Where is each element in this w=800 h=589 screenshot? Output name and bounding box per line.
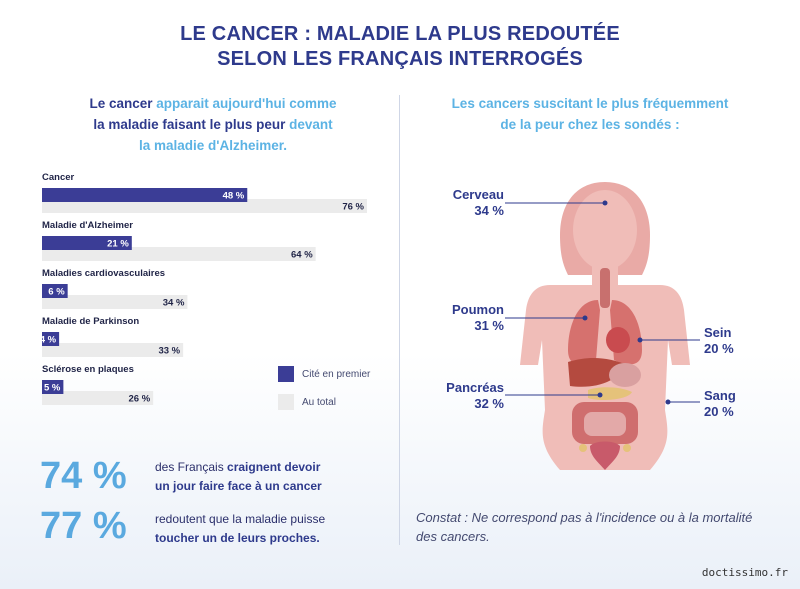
stat-74-text: des Français craignent devoir un jour fa… (155, 458, 395, 496)
legend-first-label: Cité en premier (302, 368, 371, 380)
trachea-shape (600, 268, 610, 308)
right-intro-line-1: Les cancers suscitant le plus fréquemmen… (451, 96, 729, 111)
title-line-1: LE CANCER : MALADIE LA PLUS REDOUTÉE (180, 23, 620, 45)
stat-77: 77 % (40, 505, 127, 547)
stat-74-text-a: des Français (155, 460, 228, 474)
category-label: Maladies cardiovasculaires (42, 268, 165, 279)
intro-part-1: Le cancer (89, 96, 157, 111)
category-label: Cancer (42, 172, 75, 183)
legend-first-swatch (278, 366, 294, 382)
value-label-total: 33 % (158, 346, 180, 357)
intro-part-2: apparait aujourd'hui comme (156, 96, 337, 111)
label-poumon-name: Poumon (452, 302, 504, 317)
value-label-total: 26 % (129, 394, 151, 405)
label-sang-name: Sang (704, 388, 736, 403)
label-sein-value: 20 % (704, 341, 734, 356)
intro-part-5: la maladie d'Alzheimer. (138, 138, 288, 153)
bar-total (42, 295, 188, 309)
bar-first (42, 188, 248, 202)
value-label-first: 5 % (44, 383, 61, 394)
bar-first (42, 332, 60, 346)
stat-77-text: redoutent que la maladie puisse toucher … (155, 510, 395, 548)
right-intro-line-2: de la peur chez les sondés : (500, 117, 680, 132)
label-poumon: Poumon 31 % (420, 302, 504, 334)
ovary-right (623, 444, 631, 452)
bar-total (42, 199, 367, 213)
label-cerveau-value: 34 % (474, 203, 504, 218)
bar-total (42, 247, 316, 261)
bar-chart: Cancer 48 % 76 % Maladie d'Alzheimer 21 % 64 … (40, 172, 367, 405)
value-label-total: 34 % (163, 298, 185, 309)
category-label: Sclérose en plaques (42, 364, 134, 375)
legend-total: Au total (278, 394, 336, 410)
constat-note: Constat : Ne correspond pas à l'incidenc… (416, 510, 753, 544)
label-sang-value: 20 % (704, 404, 734, 419)
column-divider (399, 95, 400, 545)
body-illustration (505, 182, 700, 470)
right-intro: Les cancers suscitant le plus fréquemmen… (420, 93, 760, 135)
legend-total-label: Au total (302, 396, 336, 408)
stat-77-text-c: toucher un de leurs proches. (155, 531, 320, 545)
small-intestine-shape (584, 412, 626, 436)
stat-77-text-a: redoutent que la maladie puisse (155, 512, 326, 526)
head-shape (573, 190, 637, 270)
stat-74-text-c: un jour faire face à un cancer (155, 479, 322, 493)
bar-total (42, 343, 184, 357)
category-label: Maladie d'Alzheimer (42, 220, 133, 231)
label-sein: Sein 20 % (704, 325, 784, 357)
label-poumon-value: 31 % (474, 318, 504, 333)
pancreas-dot (597, 392, 603, 398)
legend-total-swatch (278, 394, 294, 410)
page-title: LE CANCER : MALADIE LA PLUS REDOUTÉE SEL… (0, 22, 800, 72)
label-sein-name: Sein (704, 325, 732, 340)
legend-first: Cité en premier (278, 366, 370, 382)
value-label-first: 6 % (48, 287, 65, 298)
poumon-dot (582, 315, 588, 321)
sein-dot (637, 337, 643, 343)
heart-shape (606, 327, 630, 353)
stat-74-text-b: craignent devoir (227, 460, 321, 474)
site-credit: doctissimo.fr (701, 566, 788, 579)
label-cerveau-name: Cerveau (452, 187, 504, 202)
label-pancreas-value: 32 % (474, 396, 504, 411)
cerveau-dot (602, 200, 608, 206)
bar-total (42, 391, 154, 405)
stat-74: 74 % (40, 455, 127, 497)
intro-part-3: la maladie faisant le plus peur (93, 117, 290, 132)
category-label: Maladie de Parkinson (42, 316, 139, 327)
label-pancreas-name: Pancréas (446, 380, 504, 395)
bar-first (42, 284, 68, 298)
left-lung-shape (568, 300, 600, 365)
label-pancreas: Pancréas 32 % (420, 380, 504, 412)
uterus-shape (590, 441, 620, 470)
bar-first (42, 380, 64, 394)
value-label-total: 76 % (342, 202, 364, 213)
ovary-left (579, 444, 587, 452)
label-sang: Sang 20 % (704, 388, 784, 420)
left-intro: Le cancer apparait aujourd'hui comme la … (58, 93, 368, 156)
label-cerveau: Cerveau 34 % (420, 187, 504, 219)
intro-part-4: devant (289, 117, 333, 132)
value-label-total: 64 % (291, 250, 313, 261)
bar-first (42, 236, 132, 250)
stomach-shape (609, 363, 641, 387)
value-label-first: 21 % (107, 239, 129, 250)
value-label-first: 4 % (40, 335, 57, 346)
value-label-first: 48 % (223, 191, 245, 202)
sang-dot (665, 399, 671, 405)
title-line-2: SELON LES FRANÇAIS INTERROGÉS (217, 48, 583, 70)
